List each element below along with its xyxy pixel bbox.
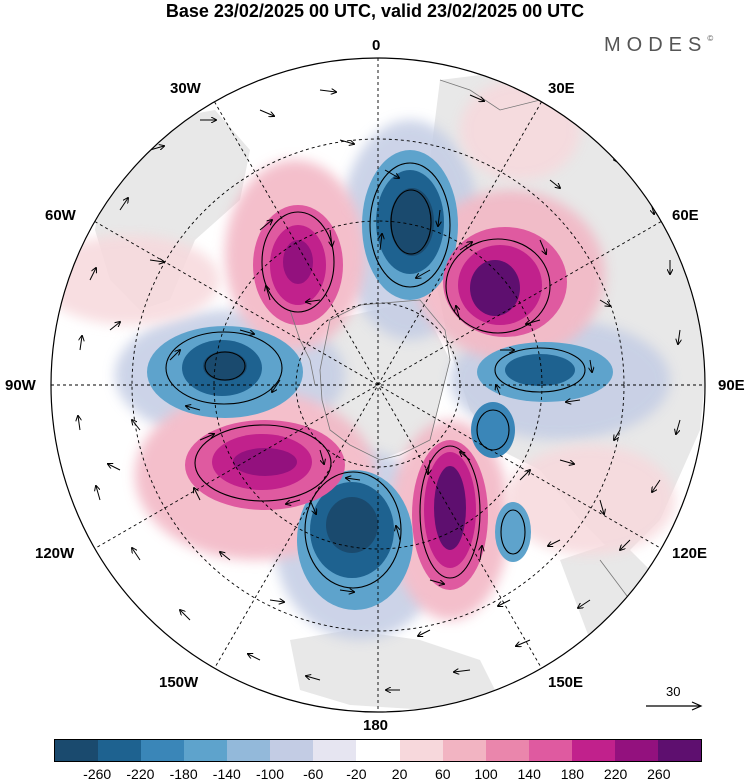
lon-label-30w: 30W [170,80,201,97]
colorbar-tick-label: 220 [603,766,628,782]
lon-label-120w: 120W [35,545,75,562]
colorbar-swatch [55,740,99,761]
lon-label-90w: 90W [5,377,36,394]
brand-mark: © [707,34,714,44]
map-title: Base 23/02/2025 00 UTC, valid 23/02/2025… [165,1,585,21]
colorbar-tick-label: 60 [435,766,451,782]
colorbar-tick-label: -220 [126,766,155,782]
colorbar-tick-label: -20 [346,766,367,782]
colorbar-swatch [141,740,185,761]
anomaly-field [51,80,675,640]
wind-vectors [78,90,680,690]
colorbar-swatch [184,740,228,761]
colorbar-swatch [227,740,271,761]
colorbar-tick-label: 100 [474,766,498,782]
colorbar-swatch [98,740,142,761]
colorbar-swatch [313,740,357,761]
colorbar-swatch [614,740,658,761]
colorbar-swatch [657,740,701,761]
lon-label-180: 180 [363,717,389,734]
lon-label-30e: 30E [548,80,575,97]
colorbar-swatch [399,740,443,761]
colorbar-tick-label: -60 [303,766,324,782]
colorbar-tick-label: 180 [560,766,585,782]
colorbar-tick-label: 140 [517,766,541,782]
graticule [51,58,705,712]
colorbar-swatch [442,740,486,761]
colorbar-tick-label: -180 [169,766,198,782]
colorbar-tick-label: -260 [83,766,112,782]
lon-label-120e: 120E [672,545,708,562]
map-border [50,57,706,713]
colorbar-tick-label: -100 [255,766,285,782]
lon-label-60e: 60E [672,207,699,224]
brand-name: MODES [604,34,708,56]
colorbar-tick-label: 20 [391,766,408,782]
colorbar-swatch [528,740,572,761]
lon-label-150e: 150E [548,674,584,691]
colorbar-swatch [485,740,529,761]
lon-label-0: 0 [372,37,381,54]
lon-label-90e: 90E [718,377,745,394]
colorbar [54,739,702,762]
colorbar-tick-label: -140 [212,766,241,782]
colorbar-swatch [356,740,400,761]
colorbar-tick-label: 260 [647,766,671,782]
lon-label-60w: 60W [45,207,76,224]
colorbar-swatch [571,740,615,761]
brand-logo: MODES© [604,34,713,57]
map-disc [51,58,705,712]
vector-reference-label: 30 [666,684,681,699]
lon-label-150w: 150W [159,674,199,691]
colorbar-swatch [270,740,314,761]
colorbar-ticks: -260 -220 -180 -140 -100 -60 -20 20 60 100 140 180 2… [54,766,702,782]
vector-reference-arrow [646,701,703,711]
